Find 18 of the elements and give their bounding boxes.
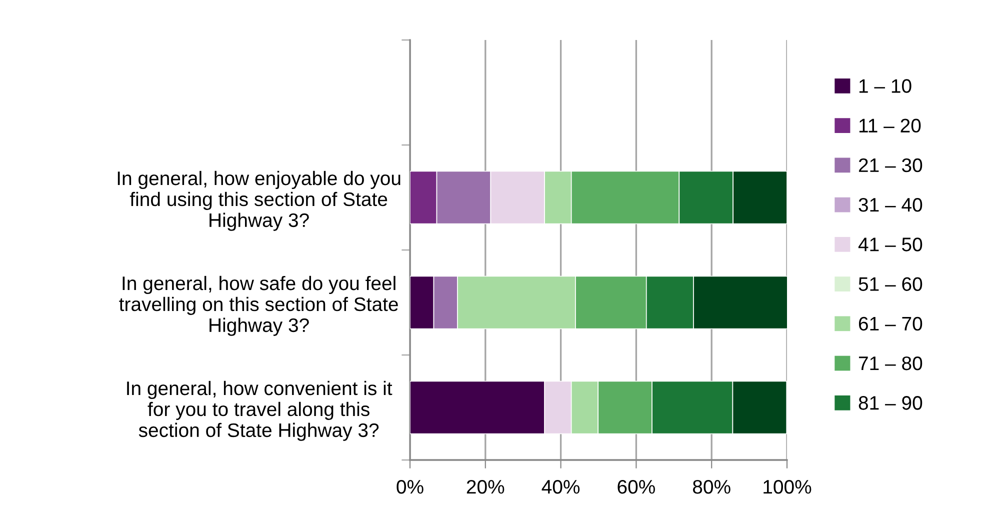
x-tick-label: 20%: [466, 480, 504, 494]
legend-label: 51 – 60: [858, 277, 922, 291]
legend-label: 31 – 40: [858, 198, 922, 212]
x-tick-label: 0%: [396, 480, 424, 494]
legend-label: 41 – 50: [858, 238, 922, 252]
x-tick-label: 80%: [692, 480, 730, 494]
y-tick-label: In general, how safe do you feel travelling on this section of State Highway 3?: [119, 276, 398, 336]
legend-label: 61 – 70: [858, 316, 922, 331]
x-tick-label: 40%: [542, 480, 580, 494]
y-tick-label: In general, how convenient is it for you to travel along this section of State Highway 3?: [127, 380, 392, 441]
legend-label: 1 – 10: [859, 79, 912, 93]
x-tick-label: 60%: [618, 480, 655, 494]
legend-label: 11 – 20: [859, 118, 921, 133]
x-tick-label: 100%: [764, 480, 812, 494]
legend-label: 21 – 30: [858, 158, 922, 172]
y-tick-label: In general, how enjoyable do you find using this section of State Highway 3?: [118, 170, 400, 231]
legend-label: 71 – 80: [858, 356, 922, 370]
legend-label: 81 – 90: [858, 396, 922, 410]
